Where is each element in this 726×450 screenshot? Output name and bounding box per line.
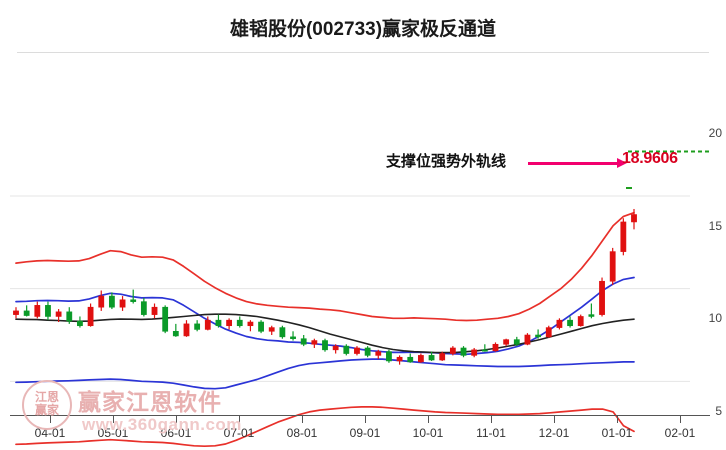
x-axis-tick-label: 01-01 xyxy=(601,426,633,440)
x-axis-tick xyxy=(302,416,303,423)
price-chart-plot[interactable] xyxy=(0,56,726,448)
x-axis-tick-label: 06-01 xyxy=(160,426,192,440)
x-axis-tick xyxy=(554,416,555,423)
x-axis-tick xyxy=(176,416,177,423)
watermark-logo-line2: 赢家 xyxy=(34,403,59,417)
annotation-label: 支撑位强势外轨线 xyxy=(386,153,507,170)
x-axis-tick-label: 05-01 xyxy=(97,426,129,440)
watermark-logo-icon: 江恩 赢家 xyxy=(22,380,72,430)
y-axis-tick-label: 15 xyxy=(708,218,722,233)
x-axis-tick xyxy=(617,416,618,423)
x-axis-tick-label: 10-01 xyxy=(412,426,444,440)
header-divider xyxy=(17,52,709,53)
x-axis-tick-label: 09-01 xyxy=(349,426,381,440)
annotation-arrow-icon xyxy=(528,158,627,168)
watermark-logo-line1: 江恩 xyxy=(34,390,59,404)
annotation-price-value: 18.9606 xyxy=(622,150,678,167)
watermark-brand: 赢家江恩软件 xyxy=(78,389,222,415)
x-axis-tick xyxy=(428,416,429,423)
page-title: 雄韬股份(002733)赢家极反通道 xyxy=(229,19,497,40)
x-axis-line xyxy=(10,415,710,416)
x-axis-tick-label: 08-01 xyxy=(286,426,318,440)
x-axis-tick xyxy=(491,416,492,423)
x-axis-tick xyxy=(365,416,366,423)
y-axis-tick-label: 10 xyxy=(708,311,722,326)
x-axis-tick-label: 07-01 xyxy=(223,426,255,440)
y-axis-tick-label: 20 xyxy=(708,126,722,140)
x-axis-tick xyxy=(113,416,114,423)
watermark-url: www.360gann.com xyxy=(82,415,242,434)
y-axis-tick-label: 5 xyxy=(715,404,722,418)
x-axis-tick-label: 11-01 xyxy=(476,426,506,440)
x-axis-tick-label: 02-01 xyxy=(664,426,696,440)
x-axis-tick xyxy=(239,416,240,423)
x-axis-tick-label: 12-01 xyxy=(538,426,570,440)
x-axis-tick xyxy=(680,416,681,423)
